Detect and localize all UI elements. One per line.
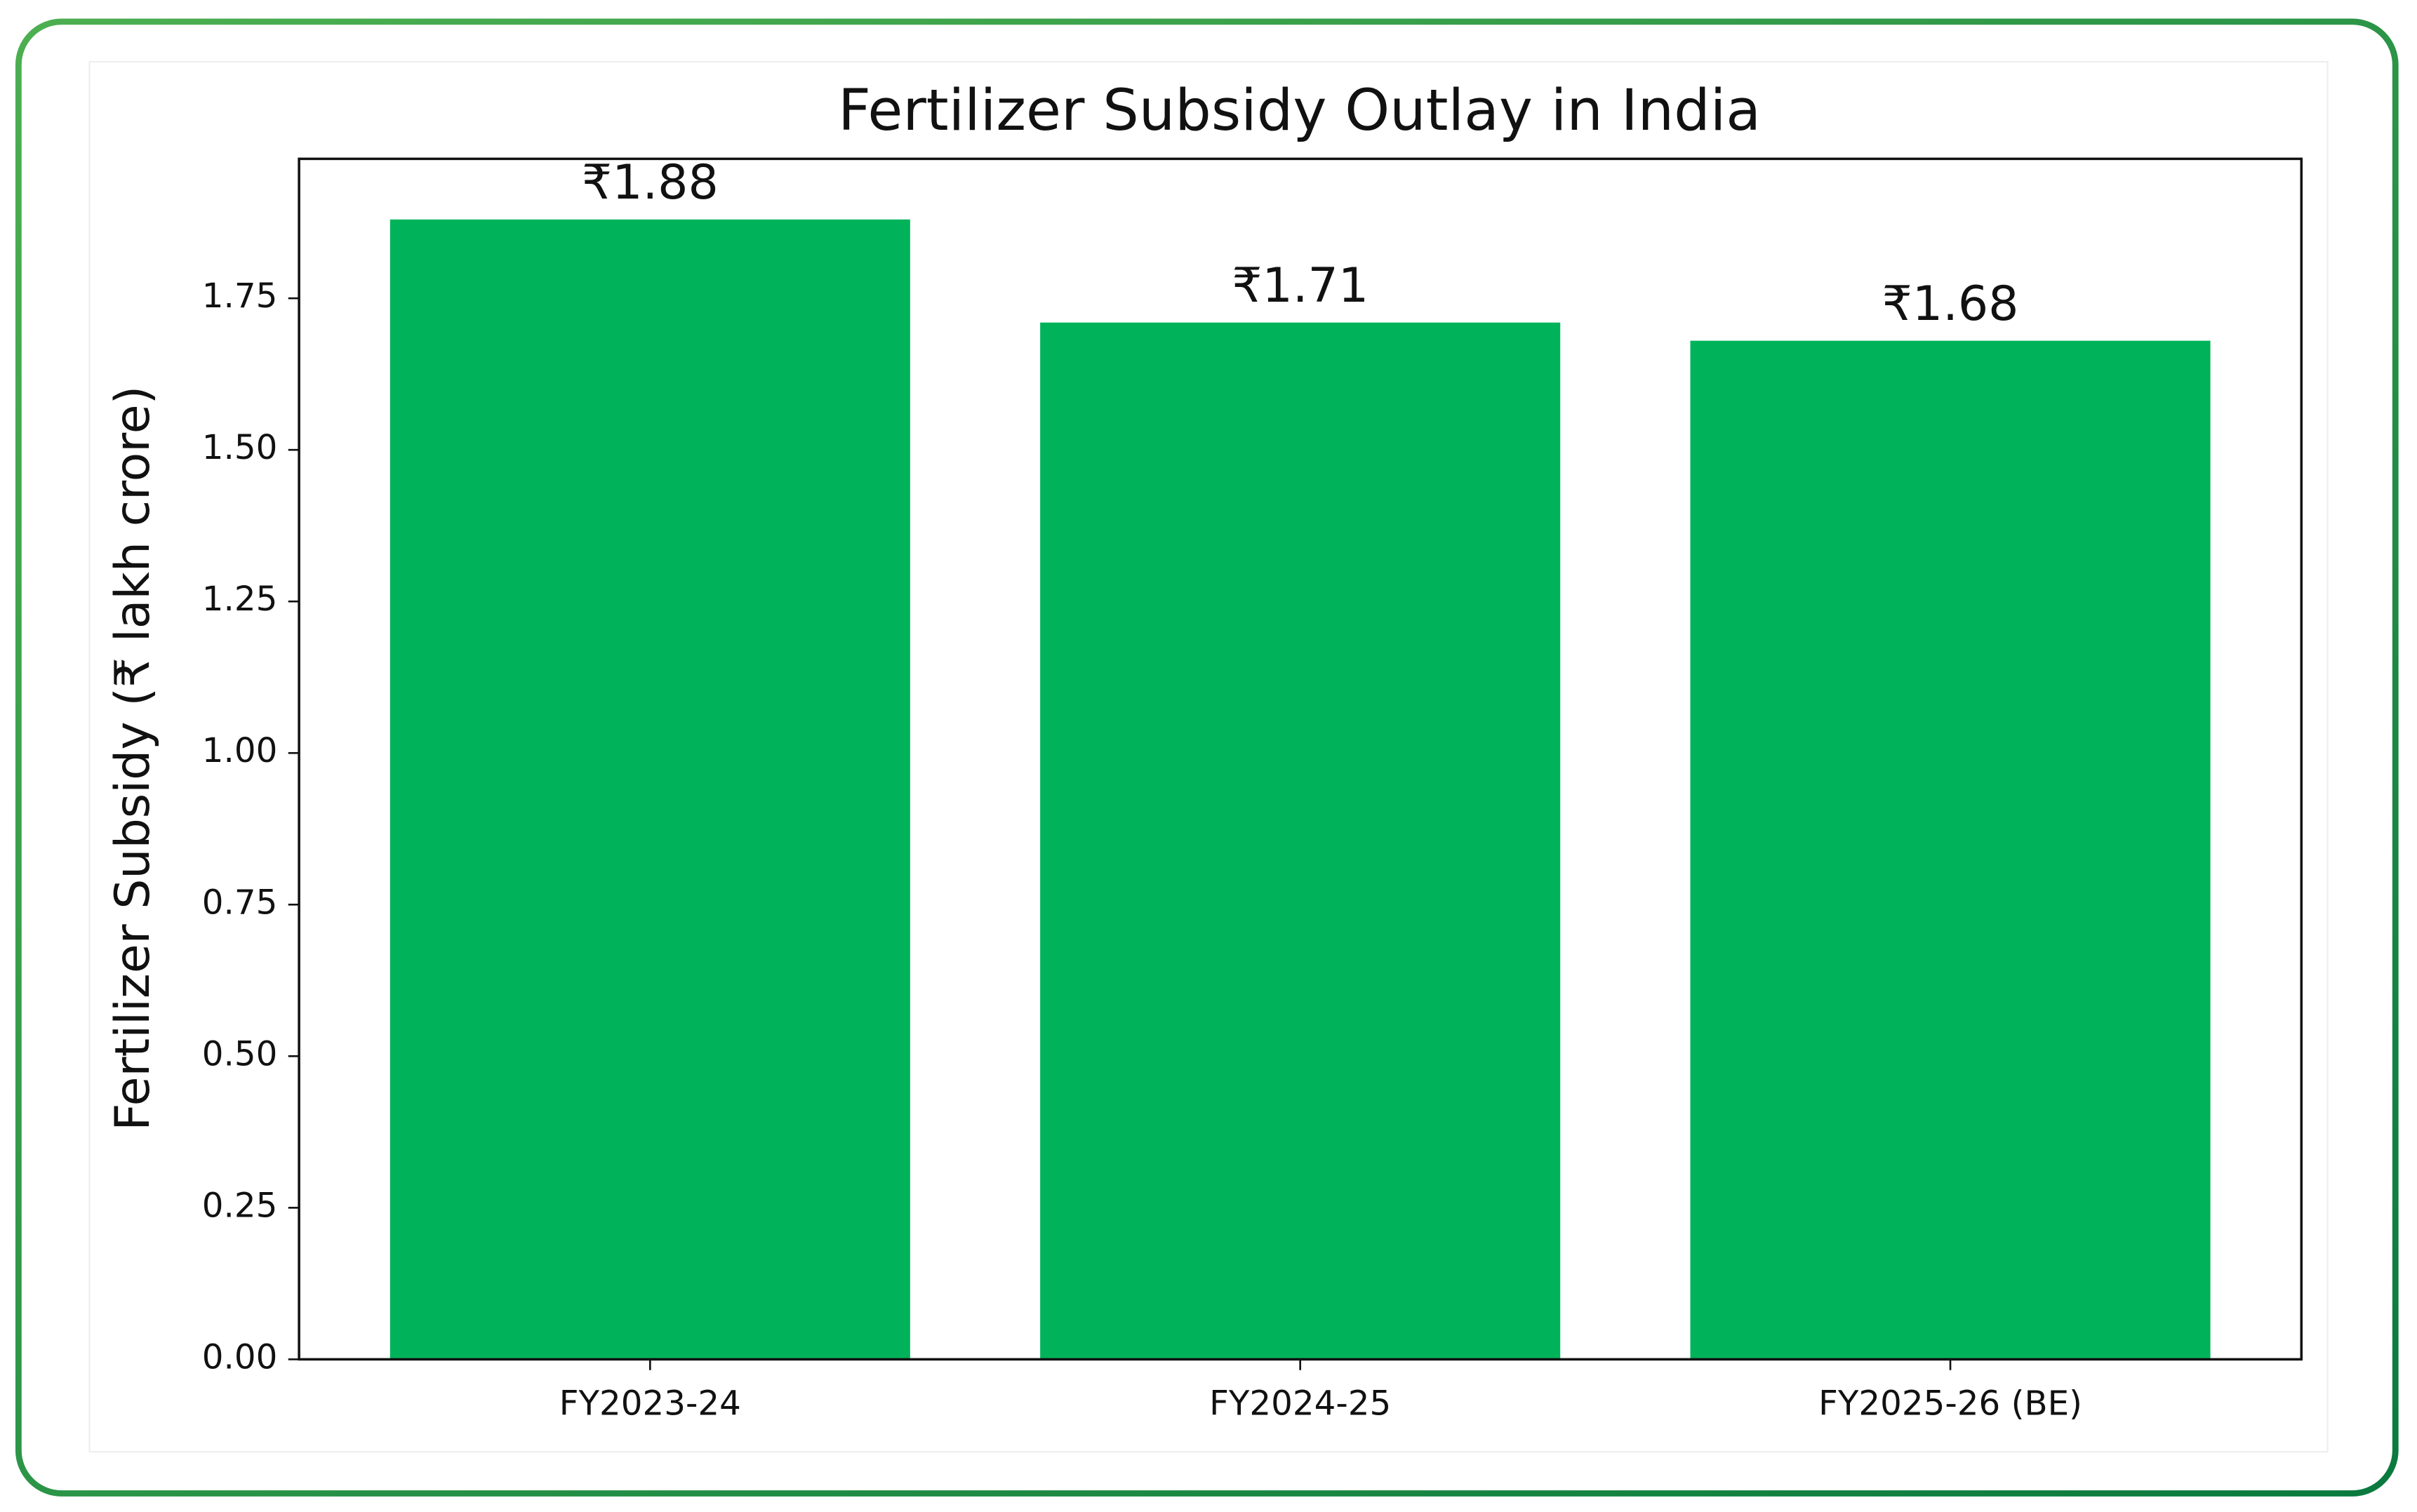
chart-title: Fertilizer Subsidy Outlay in India [838, 78, 1761, 144]
y-tick-label: 0.75 [202, 883, 278, 922]
y-tick-label: 0.25 [202, 1186, 278, 1225]
y-tick-label: 1.00 [202, 731, 278, 770]
y-tick-label: 1.75 [202, 276, 278, 316]
y-tick-label: 1.50 [202, 428, 278, 467]
y-tick-label: 1.25 [202, 580, 278, 619]
bar [389, 219, 910, 1360]
bar [1690, 340, 2211, 1360]
value-label: ₹1.71 [1232, 258, 1369, 314]
y-tick-label: 0.50 [202, 1034, 278, 1073]
y-tick-label: 0.00 [202, 1337, 278, 1377]
value-label: ₹1.68 [1882, 276, 2019, 332]
x-tick-label: FY2025-26 (BE) [1818, 1384, 2082, 1423]
x-tick-label: FY2023-24 [559, 1384, 741, 1423]
y-axis-label: Fertilizer Subsidy (₹ lakh crore) [105, 386, 161, 1131]
x-tick-label: FY2024-25 [1209, 1384, 1391, 1423]
bar [1040, 322, 1561, 1360]
value-label: ₹1.88 [582, 155, 719, 210]
plot-frame [298, 157, 2303, 1361]
